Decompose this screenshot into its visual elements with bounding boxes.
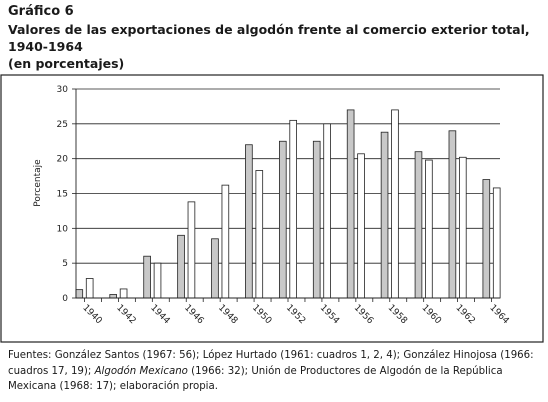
x-tick-label: 1954	[318, 303, 341, 326]
bar	[255, 170, 264, 299]
chart-frame	[0, 74, 544, 343]
figure-title-line1: Valores de las exportaciones de algodón …	[8, 22, 530, 54]
bar-chart: 0 5 10 15 20 25 30 1940 1942 1944 1946 1948 1950 1952…	[0, 74, 544, 343]
bars	[75, 109, 501, 299]
bar	[312, 140, 321, 299]
bar	[211, 238, 219, 299]
bar	[278, 140, 287, 299]
bar	[289, 119, 297, 299]
bar	[75, 289, 84, 299]
bar	[245, 144, 253, 299]
bar	[221, 184, 230, 299]
source-italic: Algodón Mexicano	[94, 365, 188, 377]
bar	[119, 288, 128, 299]
y-tick-label: 30	[57, 85, 69, 95]
y-tick-label: 10	[57, 224, 69, 234]
x-tick-label: 1942	[114, 303, 137, 326]
bar	[85, 278, 94, 299]
bar	[380, 131, 389, 299]
bar	[458, 156, 467, 299]
y-tick-label: 25	[57, 120, 68, 130]
y-tick-label: 0	[62, 294, 68, 304]
x-tick-label: 1946	[182, 303, 205, 326]
bar	[391, 109, 399, 299]
x-tick-label: 1960	[420, 303, 443, 326]
bar	[187, 201, 196, 299]
bar	[425, 159, 433, 299]
x-tick-label: 1950	[250, 303, 273, 326]
figure-title-line2: (en porcentajes)	[8, 56, 125, 71]
source-text-1: Fuentes: González Santos (1967: 56); Lóp…	[8, 350, 534, 377]
y-tick-label: 5	[62, 259, 68, 269]
source-note: Fuentes: González Santos (1967: 56); Lóp…	[8, 348, 540, 395]
y-tick-label: 20	[57, 155, 69, 165]
x-tick-label: 1952	[284, 303, 307, 326]
x-tick-label: 1940	[80, 303, 103, 326]
bar	[346, 109, 355, 299]
bar	[482, 179, 491, 299]
x-tick-label: 1958	[386, 303, 409, 326]
bar	[109, 294, 118, 299]
x-tick-label: 1956	[352, 303, 375, 326]
bar	[153, 262, 162, 299]
x-tick-label: 1964	[487, 303, 510, 326]
source-text-2: (1966: 32); Unión de Productores de Algo…	[8, 365, 503, 393]
bar	[492, 187, 501, 299]
bar	[323, 123, 331, 299]
bar	[143, 255, 151, 299]
bar	[177, 234, 185, 299]
x-tick-label: 1944	[148, 303, 171, 326]
figure-title: Valores de las exportaciones de algodón …	[8, 21, 540, 72]
bar	[414, 151, 423, 299]
x-tick-label: 1962	[453, 303, 476, 326]
grid-lines	[76, 88, 500, 264]
x-tick-label: 1948	[216, 303, 239, 326]
y-axis-label: Porcentaje	[33, 159, 43, 207]
figure-label: Gráfico 6	[8, 4, 74, 19]
bar	[448, 130, 457, 299]
y-tick-label: 15	[57, 190, 68, 200]
bar	[357, 153, 365, 299]
